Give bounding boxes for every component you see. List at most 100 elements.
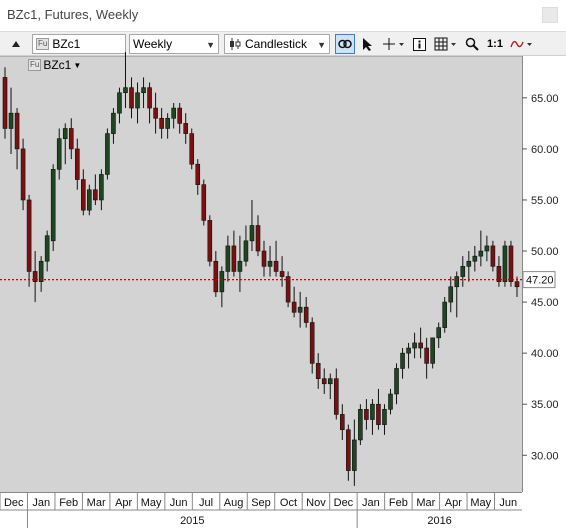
candle-body [68, 128, 74, 150]
chart-type-value: Candlestick [245, 37, 308, 51]
link-button[interactable] [335, 34, 355, 54]
candle-body [255, 225, 261, 252]
candle-body [327, 378, 333, 385]
month-label: Aug [224, 497, 244, 509]
current-price-label: 47.20 [526, 275, 554, 287]
window-close-icon[interactable] [542, 7, 558, 23]
ric-value: BZc1 [52, 37, 81, 51]
candle-body [424, 347, 429, 364]
candle-body [496, 266, 502, 282]
studies-button[interactable] [508, 34, 536, 54]
candle-body [50, 169, 56, 242]
crosshair-icon [383, 38, 404, 50]
candle-body [153, 107, 158, 119]
candle-body [333, 378, 339, 415]
chevron-down-icon: ▼ [206, 40, 215, 50]
candle-body [87, 189, 92, 211]
candle-body [388, 393, 393, 410]
interval-dropdown[interactable]: Weekly ▼ [129, 34, 219, 54]
month-label: May [141, 497, 162, 509]
candle-body [111, 112, 116, 134]
futures-badge: Fu [28, 59, 42, 71]
candle-body [502, 245, 508, 282]
candle-body [514, 281, 520, 288]
month-label: Mar [416, 497, 435, 509]
month-label: Jul [199, 497, 213, 509]
candle-body [460, 266, 466, 277]
crosshair-tool-button[interactable] [381, 34, 407, 54]
grid-button[interactable] [432, 34, 460, 54]
info-icon [412, 37, 426, 51]
candle-body [26, 199, 32, 272]
y-tick-label: 40.00 [531, 348, 559, 360]
candle-body [129, 87, 134, 109]
candle-body [165, 117, 170, 129]
month-label: Apr [115, 497, 132, 509]
candle-body [231, 245, 237, 272]
candle-body [56, 138, 62, 170]
candle-body [201, 184, 207, 221]
window-title: BZc1, Futures, Weekly [7, 7, 139, 22]
candle-body [2, 77, 8, 129]
candlestick-icon [230, 38, 241, 50]
candle-body [243, 240, 249, 262]
candle-body [394, 368, 399, 395]
candle-body [147, 87, 152, 109]
title-bar: BZc1, Futures, Weekly [0, 0, 566, 30]
candle-body [8, 112, 14, 129]
month-label: Oct [280, 497, 297, 509]
ratio-button[interactable]: 1:1 [487, 38, 503, 50]
candle-body [207, 220, 213, 262]
zoom-button[interactable] [463, 34, 481, 54]
candle-body [117, 92, 122, 114]
ric-input[interactable]: Fu BZc1 [32, 34, 126, 54]
month-label: Nov [306, 497, 326, 509]
info-button[interactable] [410, 34, 428, 54]
month-label: Mar [87, 497, 106, 509]
grid-icon [434, 37, 456, 51]
candle-body [352, 439, 357, 471]
studies-wave-icon [510, 40, 532, 48]
candle-body [135, 92, 140, 109]
candle-body [219, 271, 225, 293]
candle-body [261, 250, 267, 267]
chart-type-dropdown[interactable]: Candlestick ▼ [224, 34, 330, 54]
month-label: Dec [4, 497, 24, 509]
magnifier-icon [465, 37, 479, 51]
triangle-up-icon [12, 41, 20, 47]
candle-body [213, 260, 219, 293]
pointer-tool-button[interactable] [359, 34, 377, 54]
month-label: Apr [445, 497, 462, 509]
candle-body [400, 352, 405, 369]
candle-body [32, 271, 38, 282]
y-tick-label: 55.00 [531, 195, 559, 207]
candle-body [74, 148, 80, 180]
candle-body [171, 107, 176, 119]
chart-plot-area[interactable] [0, 56, 522, 492]
instrument-legend[interactable]: Fu BZc1 ▼ [28, 58, 81, 72]
year-label: 2016 [427, 515, 451, 527]
candle-body [141, 87, 146, 94]
y-tick-label: 45.00 [531, 297, 559, 309]
candle-body [430, 337, 435, 364]
current-price-badge [522, 271, 556, 289]
candle-body [303, 306, 309, 323]
y-tick-label: 50.00 [531, 246, 559, 258]
y-tick-label: 35.00 [531, 399, 559, 411]
candle-body [267, 260, 273, 267]
time-axis[interactable] [0, 492, 522, 532]
candle-body [297, 306, 303, 313]
candle-body [418, 342, 423, 349]
candle-body [508, 245, 514, 282]
candle-body [285, 276, 291, 303]
y-tick-label: 65.00 [531, 93, 559, 105]
candle-body [442, 301, 448, 328]
candle-body [321, 378, 327, 385]
collapse-toolbar-button[interactable] [6, 34, 26, 54]
candle-body [448, 286, 454, 303]
candle-body [20, 148, 26, 201]
chart-toolbar: Fu BZc1 Weekly ▼ Candlestick ▼ [0, 31, 566, 56]
cursor-arrow-icon [363, 37, 372, 51]
month-label: Dec [334, 497, 354, 509]
